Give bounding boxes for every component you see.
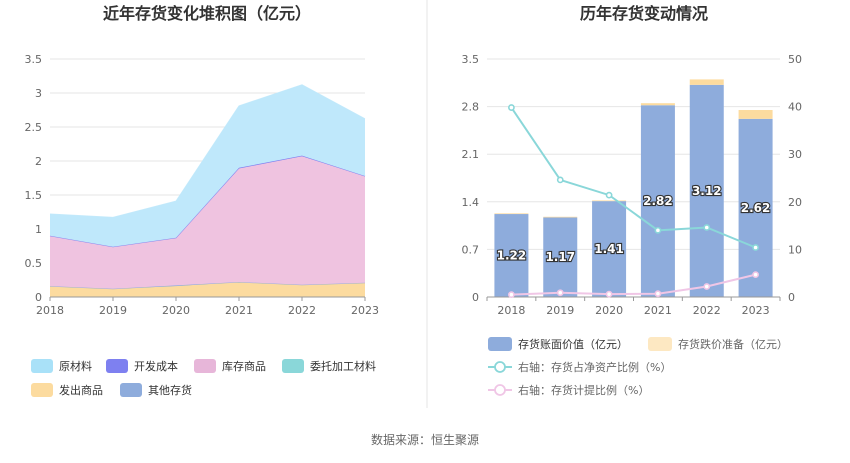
x-tick-label: 2021 bbox=[644, 304, 672, 317]
bar-value-label: 1.41 bbox=[594, 242, 624, 256]
line-point bbox=[752, 244, 759, 251]
x-tick-label: 2023 bbox=[351, 304, 379, 317]
right-bar-line-chart: 0 0.7 1.4 2.1 2.8 3.5 0 10 20 30 40 50 2018 2019 2020 2… bbox=[462, 53, 803, 317]
x-tick-label: 2020 bbox=[162, 304, 190, 317]
bar-value-label: 3.12 bbox=[692, 184, 722, 198]
right-chart-title: 历年存货变动情况 bbox=[580, 4, 708, 23]
bar-inventory-value bbox=[689, 84, 724, 297]
bar-inventory-value bbox=[543, 217, 578, 297]
area-series bbox=[50, 156, 365, 289]
legend-marker bbox=[494, 384, 506, 396]
legend-label: 原材料 bbox=[59, 359, 92, 373]
line-point bbox=[703, 283, 711, 290]
y-tick-label: 0 bbox=[472, 291, 479, 304]
y-tick-label: 2.1 bbox=[462, 148, 480, 161]
x-tick-label: 2018 bbox=[36, 304, 64, 317]
legend-swatch bbox=[194, 359, 216, 373]
y2-tick-label: 10 bbox=[788, 243, 802, 256]
legend-label: 存货跌价准备（亿元） bbox=[678, 337, 788, 351]
line-series bbox=[510, 107, 756, 249]
area-series-edge bbox=[49, 281, 366, 290]
data-source: 数据来源：恒生聚源 bbox=[371, 432, 479, 447]
x-tick-label: 2019 bbox=[99, 304, 127, 317]
x-tick-label: 2022 bbox=[288, 304, 316, 317]
y2-tick-label: 50 bbox=[788, 53, 802, 66]
line-point bbox=[508, 104, 515, 111]
line-point bbox=[556, 176, 564, 184]
y-tick-label: 3 bbox=[35, 87, 42, 100]
y2-tick-label: 20 bbox=[788, 196, 802, 209]
legend-label: 开发成本 bbox=[134, 359, 178, 373]
x-tick-label: 2021 bbox=[225, 304, 253, 317]
line-point bbox=[556, 289, 564, 297]
left-stacked-area-chart: 0 0.5 1 1.5 2 2.5 3 3.5 2018 2019 2020 2021 2022 2023 bbox=[25, 53, 380, 317]
bar-inventory-value bbox=[738, 118, 773, 297]
y-tick-label: 1.5 bbox=[25, 189, 43, 202]
legend-swatch bbox=[120, 383, 142, 397]
y-tick-label: 2.5 bbox=[25, 121, 43, 134]
legend-label: 库存商品 bbox=[222, 359, 266, 373]
legend-label: 存货账面价值（亿元） bbox=[518, 337, 628, 351]
y-tick-label: 3.5 bbox=[25, 53, 43, 66]
y2-tick-label: 0 bbox=[788, 291, 795, 304]
area-series bbox=[50, 282, 365, 297]
x-tick-label: 2023 bbox=[742, 304, 770, 317]
legend-swatch bbox=[488, 337, 512, 351]
bar-impairment-provision bbox=[640, 103, 675, 106]
right-legend: 存货账面价值（亿元） 存货跌价准备（亿元） 右轴：存货占净资产比例（%） 右轴：存货计… bbox=[488, 337, 788, 397]
legend-swatch bbox=[31, 359, 53, 373]
line-series bbox=[511, 273, 756, 296]
bar-value-label: 1.17 bbox=[545, 250, 575, 264]
line-point bbox=[654, 290, 662, 298]
line-point bbox=[654, 226, 662, 234]
y2-tick-label: 30 bbox=[788, 148, 802, 161]
line-point bbox=[752, 271, 759, 279]
line-point bbox=[605, 191, 613, 199]
line-point bbox=[508, 291, 515, 299]
y-tick-label: 0.7 bbox=[462, 243, 480, 256]
x-tick-label: 2018 bbox=[497, 304, 525, 317]
line-point bbox=[605, 290, 613, 298]
y-tick-label: 2 bbox=[35, 155, 42, 168]
y-tick-label: 0.5 bbox=[25, 257, 43, 270]
bar-impairment-provision bbox=[592, 200, 627, 202]
y-tick-label: 0 bbox=[35, 291, 42, 304]
x-tick-label: 2022 bbox=[693, 304, 721, 317]
area-series-edge bbox=[49, 84, 366, 218]
left-chart-title: 近年存货变化堆积图（亿元） bbox=[103, 4, 311, 23]
bar-value-label: 2.62 bbox=[741, 201, 771, 215]
y-tick-label: 2.8 bbox=[462, 101, 480, 114]
y-tick-label: 1.4 bbox=[462, 196, 480, 209]
bar-inventory-value bbox=[592, 201, 627, 297]
legend-swatch bbox=[106, 359, 128, 373]
y-tick-label: 1 bbox=[35, 223, 42, 236]
bar-impairment-provision bbox=[494, 213, 529, 215]
y-tick-label: 3.5 bbox=[462, 53, 480, 66]
legend-label: 右轴：存货计提比例（%） bbox=[518, 383, 649, 397]
x-tick-label: 2020 bbox=[595, 304, 623, 317]
area-series bbox=[50, 84, 365, 247]
x-tick-label: 2019 bbox=[546, 304, 574, 317]
legend-swatch bbox=[648, 337, 672, 351]
y2-tick-label: 40 bbox=[788, 101, 802, 114]
legend-label: 右轴：存货占净资产比例（%） bbox=[518, 360, 671, 374]
bar-value-label: 1.22 bbox=[497, 249, 527, 263]
legend-label: 委托加工材料 bbox=[310, 359, 376, 373]
bar-inventory-value bbox=[494, 214, 529, 297]
bar-impairment-provision bbox=[689, 79, 724, 85]
line-point bbox=[703, 224, 711, 231]
bar-impairment-provision bbox=[738, 110, 773, 119]
bar-value-label: 2.82 bbox=[643, 194, 673, 208]
legend-marker bbox=[494, 361, 506, 373]
legend-label: 发出商品 bbox=[59, 383, 103, 397]
legend-swatch bbox=[282, 359, 304, 373]
bar-inventory-value bbox=[640, 105, 675, 298]
bar-impairment-provision bbox=[543, 216, 578, 218]
legend-label: 其他存货 bbox=[148, 383, 192, 397]
legend-swatch bbox=[31, 383, 53, 397]
